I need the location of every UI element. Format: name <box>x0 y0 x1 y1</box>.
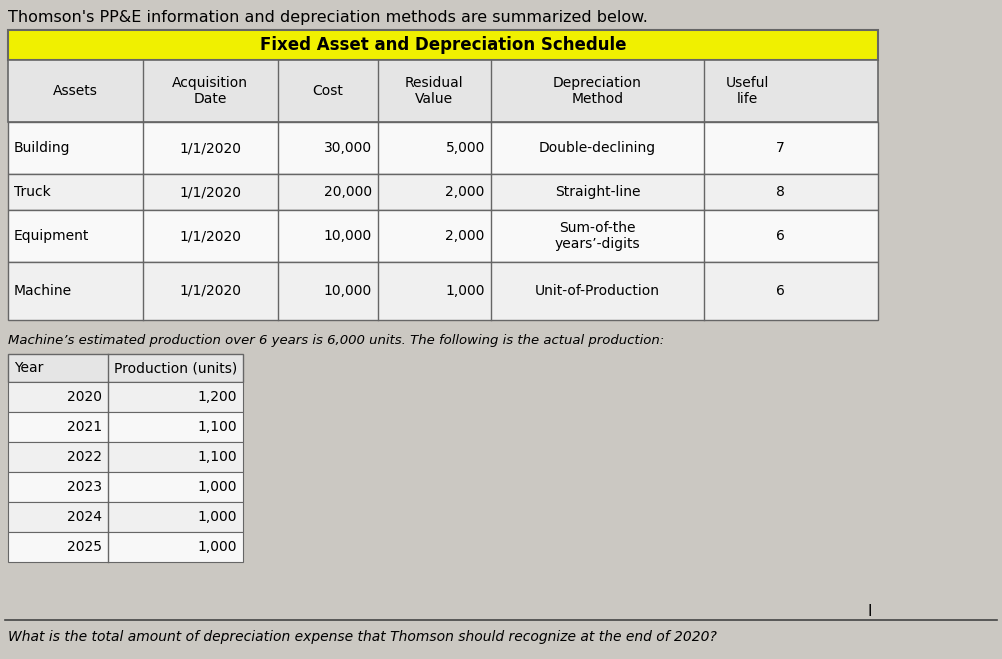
Text: 2020: 2020 <box>67 390 102 404</box>
Text: I: I <box>868 604 873 619</box>
Text: 1,000: 1,000 <box>445 284 485 298</box>
Text: 1/1/2020: 1/1/2020 <box>179 141 241 155</box>
Text: Machine’s estimated production over 6 years is 6,000 units. The following is the: Machine’s estimated production over 6 ye… <box>8 334 664 347</box>
Bar <box>8 532 243 562</box>
Text: Cost: Cost <box>313 84 343 98</box>
Bar <box>8 174 878 210</box>
Text: 8: 8 <box>777 185 785 199</box>
Text: What is the total amount of depreciation expense that Thomson should recognize a: What is the total amount of depreciation… <box>8 630 716 644</box>
Text: 1/1/2020: 1/1/2020 <box>179 229 241 243</box>
Bar <box>8 122 878 174</box>
Text: 1/1/2020: 1/1/2020 <box>179 284 241 298</box>
Text: 1,000: 1,000 <box>197 540 237 554</box>
Text: 2,000: 2,000 <box>446 185 485 199</box>
Bar <box>8 354 243 382</box>
Bar <box>8 60 878 122</box>
Text: 2021: 2021 <box>67 420 102 434</box>
Text: Assets: Assets <box>53 84 98 98</box>
Text: 6: 6 <box>777 229 785 243</box>
Text: Equipment: Equipment <box>14 229 89 243</box>
Text: Straight-line: Straight-line <box>555 185 640 199</box>
Text: 2,000: 2,000 <box>446 229 485 243</box>
Bar <box>8 502 243 532</box>
Bar <box>8 382 243 412</box>
Text: Residual
Value: Residual Value <box>405 76 464 106</box>
Text: 5,000: 5,000 <box>446 141 485 155</box>
Text: 2022: 2022 <box>67 450 102 464</box>
Text: Thomson's PP&E information and depreciation methods are summarized below.: Thomson's PP&E information and depreciat… <box>8 10 648 25</box>
Text: 1,000: 1,000 <box>197 480 237 494</box>
Text: 1,100: 1,100 <box>197 450 237 464</box>
Text: Useful
life: Useful life <box>725 76 770 106</box>
Text: 2025: 2025 <box>67 540 102 554</box>
Bar <box>8 210 878 262</box>
Text: Acquisition
Date: Acquisition Date <box>172 76 248 106</box>
Text: 1,200: 1,200 <box>197 390 237 404</box>
Text: 10,000: 10,000 <box>324 284 372 298</box>
Text: Double-declining: Double-declining <box>539 141 656 155</box>
Text: 30,000: 30,000 <box>324 141 372 155</box>
Text: 10,000: 10,000 <box>324 229 372 243</box>
Text: 2023: 2023 <box>67 480 102 494</box>
Text: Fixed Asset and Depreciation Schedule: Fixed Asset and Depreciation Schedule <box>260 36 626 54</box>
Text: 2024: 2024 <box>67 510 102 524</box>
Bar <box>8 262 878 320</box>
Bar <box>8 412 243 442</box>
Text: 1,100: 1,100 <box>197 420 237 434</box>
Text: Machine: Machine <box>14 284 72 298</box>
Bar <box>8 30 878 60</box>
Text: 7: 7 <box>777 141 785 155</box>
Text: Production (units): Production (units) <box>114 361 237 375</box>
Text: Sum-of-the
years’-digits: Sum-of-the years’-digits <box>555 221 640 251</box>
Text: 20,000: 20,000 <box>324 185 372 199</box>
Text: 6: 6 <box>777 284 785 298</box>
Text: Year: Year <box>14 361 43 375</box>
Text: Truck: Truck <box>14 185 51 199</box>
Text: Building: Building <box>14 141 70 155</box>
Bar <box>8 472 243 502</box>
Text: Depreciation
Method: Depreciation Method <box>553 76 642 106</box>
Text: 1/1/2020: 1/1/2020 <box>179 185 241 199</box>
Text: Unit-of-Production: Unit-of-Production <box>535 284 660 298</box>
Text: 1,000: 1,000 <box>197 510 237 524</box>
Bar <box>8 442 243 472</box>
